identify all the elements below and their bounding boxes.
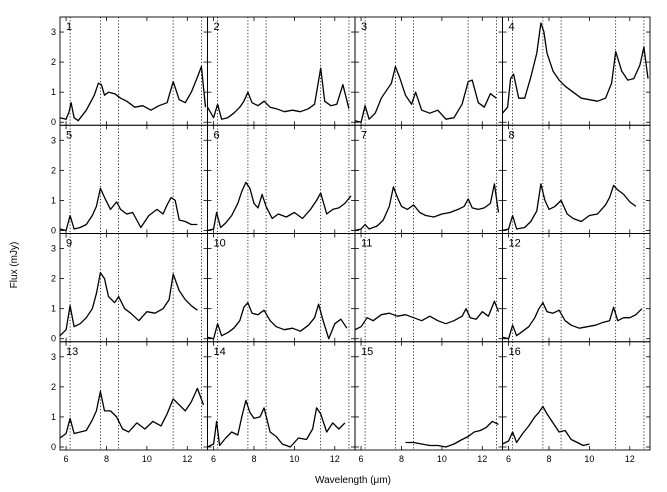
y-tick-label: 2 <box>51 382 56 392</box>
spectrum-line <box>207 302 348 340</box>
x-tick-label: 6 <box>211 454 216 464</box>
x-tick-label: 8 <box>546 454 551 464</box>
panel-frame <box>502 233 651 343</box>
panel-16: 6 8 10 12 16 <box>502 341 651 464</box>
panel-label: 13 <box>66 346 78 358</box>
x-tick-label: 12 <box>625 454 635 464</box>
panel-5: 0 1 2 3 5 <box>51 124 208 235</box>
y-axis-label: Flux (mJy) <box>9 242 20 289</box>
x-tick-label: 8 <box>251 454 256 464</box>
y-tick-label: 2 <box>51 274 56 284</box>
spectrum-line <box>354 65 497 123</box>
spectrum-line <box>354 183 500 232</box>
panel-label: 4 <box>509 21 515 33</box>
y-tick-label: 2 <box>51 165 56 175</box>
panel-frame <box>502 16 651 126</box>
spectrum-line <box>354 300 500 331</box>
panel-label: 10 <box>214 238 226 250</box>
panel-4: 4 <box>502 16 651 126</box>
panel-label: 15 <box>361 346 373 358</box>
panel-label: 8 <box>509 129 515 141</box>
panel-frame <box>354 124 503 234</box>
spectrum-line <box>207 399 346 448</box>
panel-label: 2 <box>214 21 220 33</box>
panel-frame <box>59 341 208 451</box>
panel-label: 14 <box>214 346 226 358</box>
y-tick-label: 0 <box>51 334 56 344</box>
x-tick-label: 10 <box>289 454 299 464</box>
spectrum-line <box>502 22 649 114</box>
y-tick-label: 0 <box>51 225 56 235</box>
panel-frame <box>59 124 208 234</box>
x-tick-label: 10 <box>142 454 152 464</box>
panel-frame <box>502 341 651 451</box>
panel-label: 12 <box>509 238 521 250</box>
panel-10: 10 <box>207 233 356 343</box>
panel-12: 12 <box>502 233 651 343</box>
x-tick-label: 10 <box>584 454 594 464</box>
panel-label: 1 <box>66 21 72 33</box>
panel-frame <box>354 341 503 451</box>
spectrum-line <box>206 67 350 120</box>
y-tick-label: 3 <box>51 352 56 362</box>
x-tick-label: 12 <box>182 454 192 464</box>
y-tick-label: 1 <box>51 304 56 314</box>
x-tick-label: 6 <box>359 454 364 464</box>
x-axis-label: Wavelength (μm) <box>315 475 391 486</box>
panel-frame <box>59 16 208 126</box>
y-tick-label: 1 <box>51 195 56 205</box>
spectrum-line <box>59 271 198 337</box>
y-tick-label: 2 <box>51 57 56 67</box>
panel-label: 6 <box>214 129 220 141</box>
panel-2: 2 <box>206 16 356 126</box>
panel-6: 6 <box>207 124 356 234</box>
y-tick-label: 3 <box>51 27 56 37</box>
spectrum-line <box>59 187 198 232</box>
panel-11: 11 <box>354 233 503 343</box>
panel-9: 0 1 2 3 9 <box>51 233 208 344</box>
spectrum-line <box>207 181 352 232</box>
panel-8: 8 <box>502 124 651 234</box>
y-tick-label: 3 <box>51 244 56 254</box>
y-tick-label: 3 <box>51 135 56 145</box>
spectrum-line <box>59 387 205 439</box>
x-tick-label: 12 <box>330 454 340 464</box>
panel-15: 6 8 10 12 15 <box>354 341 503 464</box>
spectrum-line <box>502 405 590 447</box>
panel-label: 16 <box>509 346 521 358</box>
spectrum-line <box>405 420 499 448</box>
x-tick-label: 8 <box>399 454 404 464</box>
panel-label: 7 <box>361 129 367 141</box>
panel-frame <box>59 233 208 343</box>
y-tick-label: 0 <box>51 442 56 452</box>
panel-frame <box>354 233 503 343</box>
y-tick-label: 1 <box>51 412 56 422</box>
panel-label: 5 <box>66 129 72 141</box>
panel-label: 11 <box>361 238 372 250</box>
panel-frame <box>207 16 356 126</box>
panel-3: 3 <box>354 16 503 126</box>
x-tick-label: 8 <box>104 454 109 464</box>
x-tick-label: 6 <box>506 454 511 464</box>
panel-label: 3 <box>361 21 367 33</box>
y-tick-label: 0 <box>51 117 56 127</box>
x-tick-label: 6 <box>64 454 69 464</box>
spectrum-line <box>59 65 207 122</box>
spectrum-line <box>502 302 643 340</box>
x-tick-label: 10 <box>437 454 447 464</box>
panel-frame <box>502 124 651 234</box>
y-tick-label: 1 <box>51 87 56 97</box>
spectrum-line <box>502 183 637 232</box>
panel-14: 6 8 10 12 14 <box>207 341 356 464</box>
panel-label: 9 <box>66 238 72 250</box>
x-tick-label: 12 <box>477 454 487 464</box>
panel-frame <box>207 233 356 343</box>
panel-7: 7 <box>354 124 503 234</box>
